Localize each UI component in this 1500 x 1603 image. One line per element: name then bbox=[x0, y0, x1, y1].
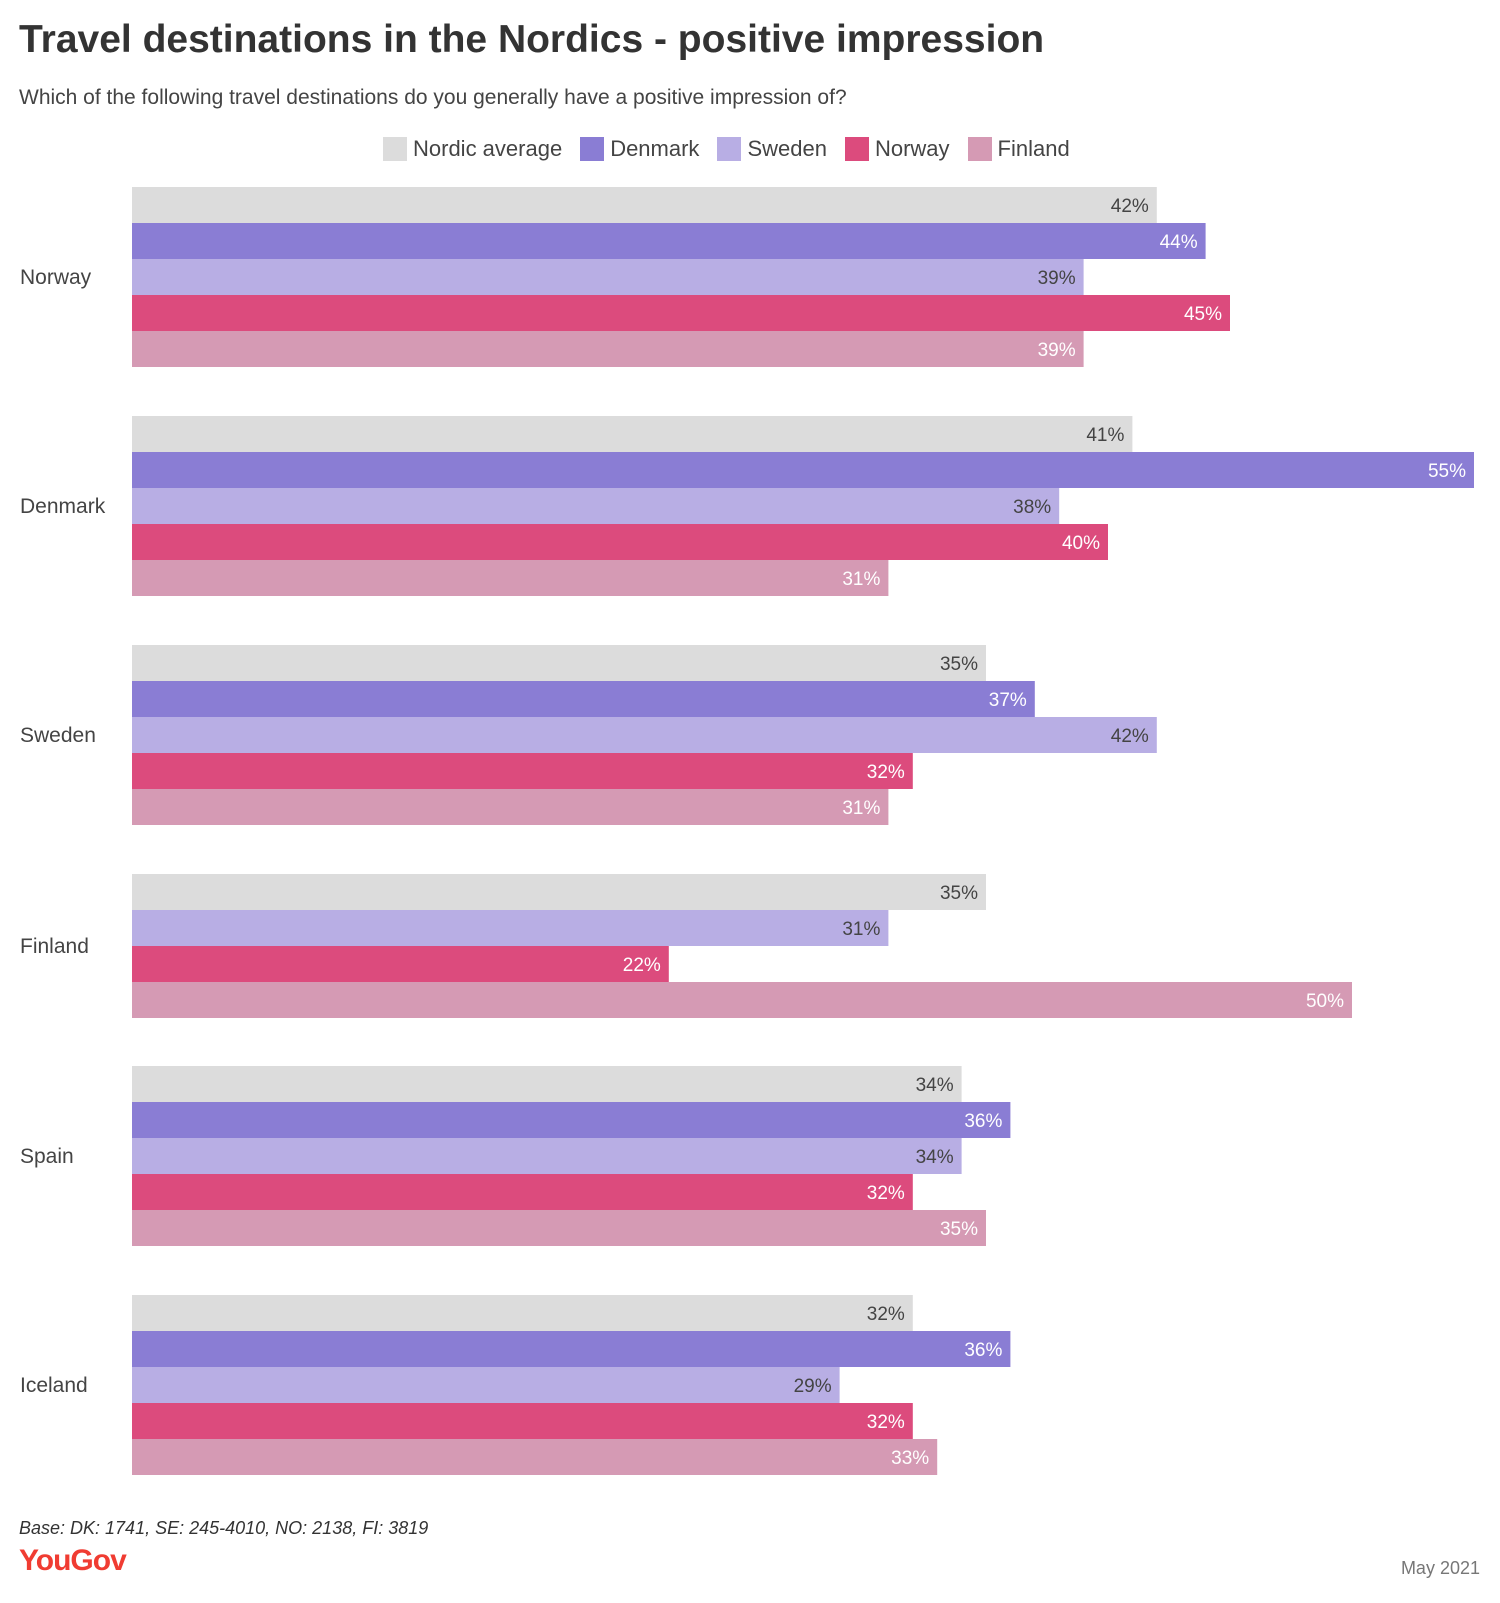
data-label: 36% bbox=[964, 1111, 1002, 1132]
data-label: 31% bbox=[842, 919, 880, 940]
data-label: 39% bbox=[1038, 340, 1076, 361]
bar bbox=[132, 331, 1084, 367]
category-label: Spain bbox=[20, 1145, 74, 1168]
bar bbox=[132, 1066, 962, 1102]
data-label: 31% bbox=[842, 569, 880, 590]
bar bbox=[132, 717, 1157, 753]
data-label: 29% bbox=[794, 1376, 832, 1397]
bar bbox=[132, 1439, 938, 1475]
bar bbox=[132, 452, 1474, 488]
data-label: 33% bbox=[891, 1448, 929, 1469]
legend-label: Finland bbox=[997, 136, 1070, 161]
legend-item-sweden: Sweden bbox=[717, 136, 827, 162]
chart-subtitle: Which of the following travel destinatio… bbox=[19, 86, 847, 109]
data-label: 42% bbox=[1111, 726, 1149, 747]
bar bbox=[132, 416, 1133, 452]
date-label: May 2021 bbox=[1400, 1558, 1480, 1578]
legend-label: Denmark bbox=[610, 136, 700, 161]
legend-item-norway: Norway bbox=[844, 136, 950, 162]
bar bbox=[132, 560, 889, 596]
data-label: 42% bbox=[1111, 196, 1149, 217]
bar bbox=[132, 1403, 913, 1439]
bar bbox=[132, 946, 669, 982]
bar bbox=[132, 910, 889, 946]
data-label: 34% bbox=[916, 1147, 954, 1168]
chart-title: Travel destinations in the Nordics - pos… bbox=[19, 18, 1045, 61]
bar bbox=[132, 524, 1108, 560]
bar bbox=[132, 488, 1060, 524]
data-label: 55% bbox=[1428, 461, 1466, 482]
data-label: 32% bbox=[867, 762, 905, 783]
bar bbox=[132, 681, 1035, 717]
data-label: 39% bbox=[1038, 268, 1076, 289]
data-label: 32% bbox=[867, 1412, 905, 1433]
category-label: Denmark bbox=[20, 495, 106, 518]
bar bbox=[132, 187, 1157, 223]
data-label: 22% bbox=[623, 955, 661, 976]
data-label: 36% bbox=[964, 1340, 1002, 1361]
bar bbox=[132, 295, 1230, 331]
data-label: 41% bbox=[1086, 425, 1124, 446]
category-label: Finland bbox=[20, 935, 89, 958]
data-label: 40% bbox=[1062, 533, 1100, 554]
data-label: 44% bbox=[1160, 232, 1198, 253]
data-label: 32% bbox=[867, 1304, 905, 1325]
bar bbox=[132, 645, 986, 681]
bar bbox=[132, 789, 889, 825]
bar bbox=[132, 1102, 1011, 1138]
legend-label: Sweden bbox=[747, 136, 827, 161]
legend-label: Norway bbox=[874, 136, 950, 161]
bar bbox=[132, 259, 1084, 295]
data-label: 37% bbox=[989, 690, 1027, 711]
data-label: 50% bbox=[1306, 991, 1344, 1012]
data-label: 31% bbox=[842, 798, 880, 819]
legend-item-finland: Finland bbox=[967, 136, 1070, 162]
bar bbox=[132, 1295, 913, 1331]
legend-item-nordic-average: Nordic average bbox=[383, 136, 562, 162]
bar bbox=[132, 1174, 913, 1210]
legend-swatch bbox=[580, 137, 605, 161]
data-label: 45% bbox=[1184, 304, 1222, 325]
data-label: 34% bbox=[916, 1075, 954, 1096]
category-label: Iceland bbox=[20, 1374, 88, 1397]
bar bbox=[132, 1367, 840, 1403]
data-label: 32% bbox=[867, 1183, 905, 1204]
legend-swatch bbox=[967, 137, 992, 161]
data-label: 35% bbox=[940, 1219, 978, 1240]
base-note: Base: DK: 1741, SE: 245-4010, NO: 2138, … bbox=[19, 1518, 429, 1538]
bar bbox=[132, 753, 913, 789]
bar bbox=[132, 223, 1206, 259]
data-label: 35% bbox=[940, 654, 978, 675]
legend-swatch bbox=[383, 137, 407, 161]
bar bbox=[132, 982, 1352, 1018]
legend: Nordic average Denmark Sweden Norway Fin… bbox=[383, 136, 1088, 162]
legend-swatch bbox=[717, 137, 742, 161]
legend-swatch bbox=[844, 137, 869, 161]
bar bbox=[132, 874, 986, 910]
category-label: Norway bbox=[20, 266, 92, 289]
bar bbox=[132, 1138, 962, 1174]
data-label: 38% bbox=[1013, 497, 1051, 518]
yougov-logo: YouGov bbox=[19, 1544, 127, 1577]
category-label: Sweden bbox=[20, 724, 96, 747]
legend-label: Nordic average bbox=[413, 136, 563, 161]
data-label: 35% bbox=[940, 883, 978, 904]
bar bbox=[132, 1331, 1011, 1367]
bar bbox=[132, 1210, 986, 1246]
legend-item-denmark: Denmark bbox=[580, 136, 699, 162]
